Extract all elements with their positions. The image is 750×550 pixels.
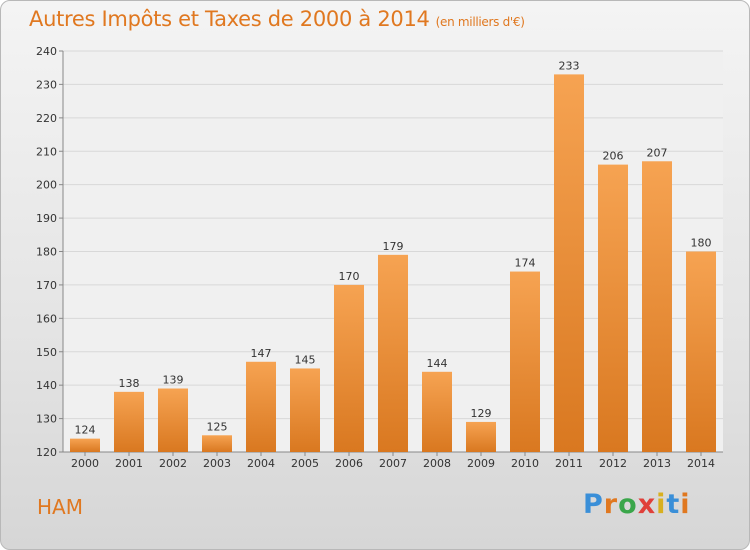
x-tick-label: 2009 [467, 457, 495, 470]
bar [510, 271, 540, 452]
logo-letter: r [603, 489, 619, 520]
data-label: 124 [75, 424, 96, 437]
x-tick-label: 2003 [203, 457, 231, 470]
logo-letter: o [618, 489, 638, 520]
bar [70, 438, 100, 452]
x-tick-label: 2007 [379, 457, 407, 470]
y-tick-label: 240 [36, 45, 57, 58]
y-tick-label: 120 [36, 446, 57, 459]
bar [686, 251, 716, 452]
data-label: 233 [559, 59, 580, 72]
x-tick-label: 2005 [291, 457, 319, 470]
chart-title: Autres Impôts et Taxes de 2000 à 2014 (en… [29, 7, 525, 31]
x-tick-label: 2008 [423, 457, 451, 470]
y-tick-label: 150 [36, 346, 57, 359]
x-tick-label: 2013 [643, 457, 671, 470]
data-label: 174 [515, 257, 536, 270]
logo-letter: i [656, 489, 667, 520]
bar [598, 164, 628, 452]
logo-letter: t [666, 489, 681, 520]
x-tick-label: 2001 [115, 457, 143, 470]
logo-letter: i [680, 489, 691, 520]
x-tick-label: 2014 [687, 457, 715, 470]
x-tick-label: 2006 [335, 457, 363, 470]
y-tick-label: 200 [36, 179, 57, 192]
y-tick-label: 140 [36, 379, 57, 392]
y-tick-label: 220 [36, 112, 57, 125]
data-label: 147 [251, 347, 272, 360]
x-tick-label: 2012 [599, 457, 627, 470]
bar [642, 161, 672, 452]
bar [466, 421, 496, 452]
data-label: 139 [163, 374, 184, 387]
x-tick-label: 2010 [511, 457, 539, 470]
data-label: 179 [383, 240, 404, 253]
bar [290, 368, 320, 452]
data-label: 144 [427, 357, 448, 370]
y-tick-label: 170 [36, 279, 57, 292]
logo-letter: x [637, 489, 657, 520]
data-label: 125 [207, 420, 228, 433]
x-tick-label: 2011 [555, 457, 583, 470]
data-label: 206 [603, 150, 624, 163]
location-label: HAM [37, 495, 83, 519]
data-label: 207 [647, 146, 668, 159]
data-label: 145 [295, 353, 316, 366]
proxiti-logo: Proxiti [583, 489, 691, 520]
logo-letter: P [583, 489, 604, 520]
y-tick-label: 160 [36, 312, 57, 325]
bar [202, 435, 232, 452]
x-tick-label: 2002 [159, 457, 187, 470]
data-label: 138 [119, 377, 140, 390]
x-tick-label: 2004 [247, 457, 275, 470]
bar [114, 391, 144, 452]
bar [378, 254, 408, 452]
bar [334, 284, 364, 452]
data-label: 180 [691, 237, 712, 250]
bar [246, 361, 276, 452]
y-tick-label: 130 [36, 413, 57, 426]
bar [422, 371, 452, 452]
y-tick-label: 210 [36, 145, 57, 158]
x-tick-label: 2000 [71, 457, 99, 470]
bar [554, 74, 584, 453]
y-tick-label: 190 [36, 212, 57, 225]
y-tick-label: 230 [36, 78, 57, 91]
chart-unit: (en milliers d'€) [435, 15, 525, 29]
bar [158, 388, 188, 452]
data-label: 129 [471, 407, 492, 420]
y-tick-label: 180 [36, 246, 57, 259]
data-label: 170 [339, 270, 360, 283]
chart-title-text: Autres Impôts et Taxes de 2000 à 2014 [29, 7, 430, 31]
